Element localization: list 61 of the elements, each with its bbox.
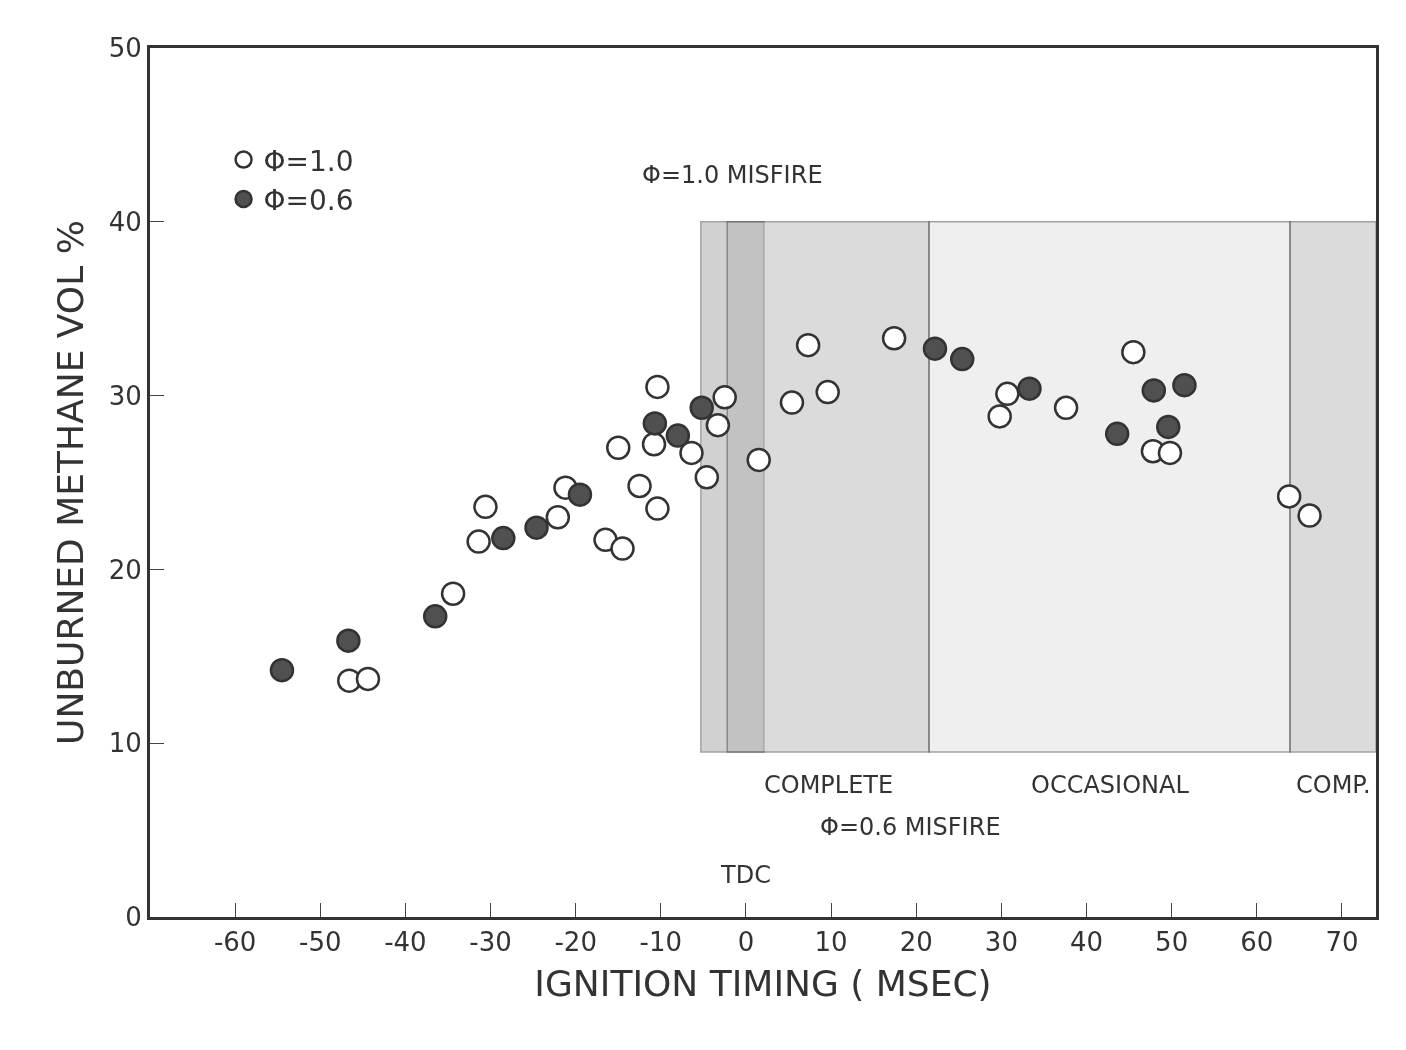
point — [336, 628, 361, 653]
point — [1121, 339, 1146, 365]
point — [524, 515, 549, 540]
annotation: TDC — [720, 861, 771, 889]
x-tick-label: 60 — [1240, 927, 1274, 958]
band-label: COMPLETE — [764, 771, 894, 799]
y-axis-title: UNBURNED METHANE VOL % — [49, 220, 91, 745]
x-axis-title: IGNITION TIMING ( MSEC) — [534, 962, 992, 1004]
point — [995, 381, 1020, 407]
x-tick-label: -10 — [639, 927, 683, 958]
point — [1104, 421, 1130, 447]
y-tick-label: 50 — [108, 33, 142, 64]
point — [881, 326, 907, 351]
point — [567, 482, 593, 507]
y-tick-label: 40 — [108, 206, 142, 237]
y-tick-label: 30 — [108, 380, 142, 411]
y-tick-label: 20 — [108, 554, 142, 585]
legend-label: Φ=0.6 — [263, 183, 354, 217]
band-label: OCCASIONAL — [1031, 771, 1190, 799]
point — [642, 411, 668, 436]
band-label: COMP. — [1296, 771, 1371, 799]
point — [746, 447, 771, 473]
annotation: Φ=0.6 MISFIRE — [820, 813, 1001, 841]
point — [1276, 484, 1302, 509]
point — [1297, 503, 1322, 528]
y-tick-label: 10 — [108, 728, 142, 759]
point — [949, 346, 975, 372]
x-tick-label: 10 — [814, 927, 848, 958]
point — [689, 395, 714, 421]
x-tick-label: 30 — [984, 927, 1018, 958]
point — [1157, 440, 1183, 466]
legend-label: Φ=1.0 — [263, 144, 354, 178]
point — [712, 385, 737, 410]
point — [1053, 395, 1079, 421]
point — [779, 390, 805, 415]
x-tick-label: 70 — [1325, 927, 1359, 958]
point — [795, 332, 821, 358]
x-tick-label: 0 — [737, 927, 755, 958]
point — [815, 379, 840, 405]
point — [269, 657, 295, 683]
point — [987, 404, 1012, 429]
point — [665, 423, 691, 448]
point — [1156, 414, 1181, 440]
x-tick-label: -50 — [299, 927, 342, 958]
band-label: Φ=1.0 MISFIRE — [642, 161, 823, 189]
point — [491, 525, 516, 551]
x-tick-label: 20 — [899, 927, 933, 958]
x-tick-label: 50 — [1155, 927, 1189, 958]
x-tick-label: -40 — [384, 927, 427, 958]
x-tick-label: -20 — [554, 927, 597, 958]
y-tick-label: 0 — [125, 902, 142, 933]
point — [1172, 372, 1197, 398]
x-tick-label: -60 — [213, 927, 257, 958]
point — [1141, 378, 1167, 403]
x-tick-label: -30 — [469, 927, 512, 958]
point — [422, 604, 448, 629]
point — [694, 465, 720, 490]
x-tick-label: 40 — [1069, 927, 1104, 958]
point — [1017, 376, 1042, 401]
point — [922, 336, 948, 361]
point — [705, 412, 731, 438]
